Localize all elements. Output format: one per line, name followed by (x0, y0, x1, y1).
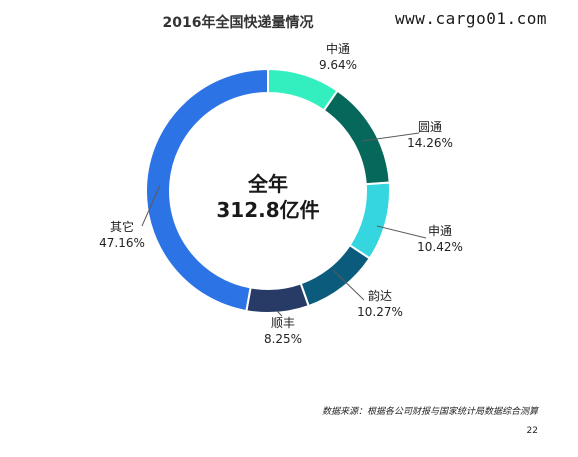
slice-value-shentong: 10.42% (417, 240, 463, 254)
slice-name-yunda: 韵达 (368, 288, 392, 303)
center-label-total: 312.8亿件 (216, 198, 319, 222)
donut-slice-other (145, 67, 269, 313)
leader-line-yunda (332, 269, 365, 301)
slice-name-zhongtong: 中通 (326, 41, 350, 56)
leader-line-other (141, 184, 161, 227)
leader-line-shunfeng (276, 310, 283, 317)
leader-line-shentong (376, 225, 427, 239)
slice-name-other: 其它 (110, 219, 134, 234)
slice-value-other: 47.16% (99, 236, 145, 250)
slice-value-shunfeng: 8.25% (264, 332, 302, 346)
slice-value-zhongtong: 9.64% (319, 58, 357, 72)
leader-lines-layer (141, 132, 427, 317)
center-label-period: 全年 (247, 172, 288, 196)
slice-name-shentong: 申通 (428, 224, 452, 238)
slice-labels-layer: 中通 9.64% 圆通 14.26% 申通 10.42% 韵达 10.27% 顺丰 8.25% 其它… (99, 41, 463, 346)
donut-slice-shentong (348, 181, 391, 260)
donut-slice-yunda (299, 243, 372, 308)
slice-name-shunfeng: 顺丰 (271, 316, 295, 330)
chart-title: 2016年全国快递量情况 (162, 15, 314, 31)
source-note: 数据来源：根据各公司财报与国家统计局数据综合测算 (321, 407, 538, 417)
slices-layer (145, 67, 391, 314)
slice-name-yuantong: 圆通 (418, 120, 442, 134)
page-number: 22 (526, 426, 538, 436)
leader-line-yuantong (361, 132, 420, 142)
slice-value-yuantong: 14.26% (407, 136, 453, 150)
slice-value-yunda: 10.27% (357, 305, 403, 319)
donut-slice-yuantong (322, 89, 391, 186)
watermark-url: www.cargo01.com (395, 9, 547, 28)
donut-slice-shunfeng (245, 282, 310, 314)
